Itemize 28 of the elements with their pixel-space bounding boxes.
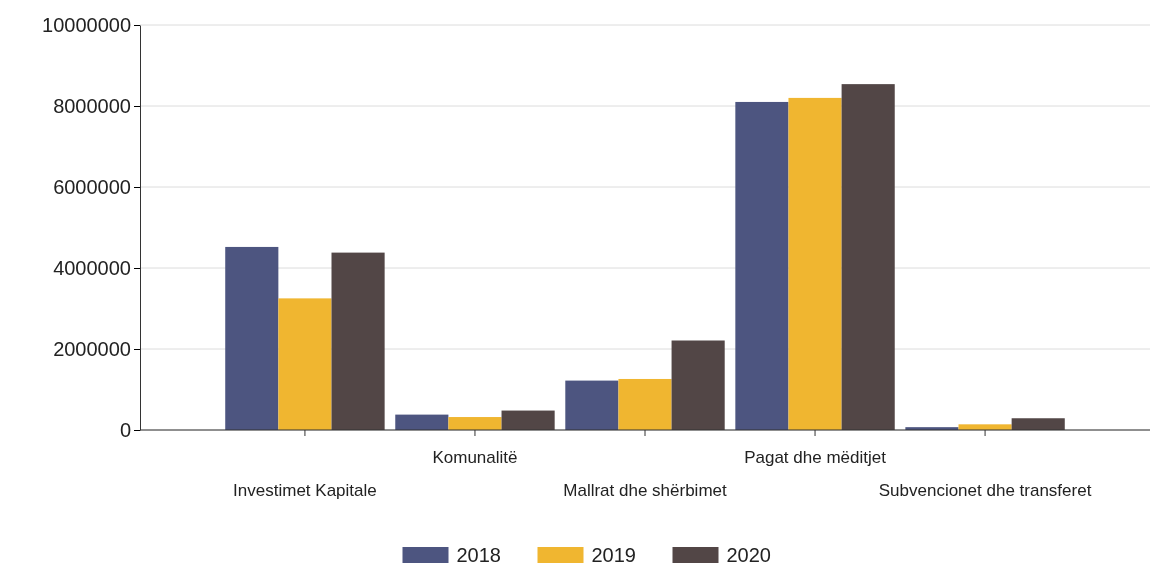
y-tick-label: 2000000	[53, 337, 131, 360]
bar	[331, 252, 385, 430]
y-tick-label: 6000000	[53, 175, 131, 198]
bar	[501, 410, 555, 430]
bar	[1011, 418, 1065, 430]
x-tick-label: Investimet Kapitale	[233, 481, 377, 500]
bar	[278, 298, 332, 430]
legend-label: 2020	[726, 544, 771, 564]
bar	[448, 417, 502, 430]
y-tick-label: 4000000	[53, 256, 131, 279]
x-tick-label: Mallrat dhe shërbimet	[563, 481, 727, 500]
x-tick-label: Subvencionet dhe transferet	[878, 481, 1092, 500]
bar	[788, 97, 842, 430]
bar	[618, 378, 672, 430]
x-tick-label: Pagat dhe mëditjet	[744, 448, 887, 467]
bar	[565, 380, 619, 430]
bar	[841, 84, 895, 430]
bar	[671, 340, 725, 430]
x-tick-label: Komunalitë	[432, 448, 518, 467]
y-tick-label: 0	[119, 418, 131, 441]
bar	[958, 424, 1012, 430]
bar	[395, 414, 449, 430]
y-tick-label: 10000000	[42, 13, 131, 36]
legend-label: 2018	[456, 544, 501, 564]
bar	[225, 246, 279, 430]
y-tick-label: 8000000	[53, 94, 131, 117]
legend-label: 2019	[591, 544, 636, 564]
bar	[735, 101, 789, 430]
